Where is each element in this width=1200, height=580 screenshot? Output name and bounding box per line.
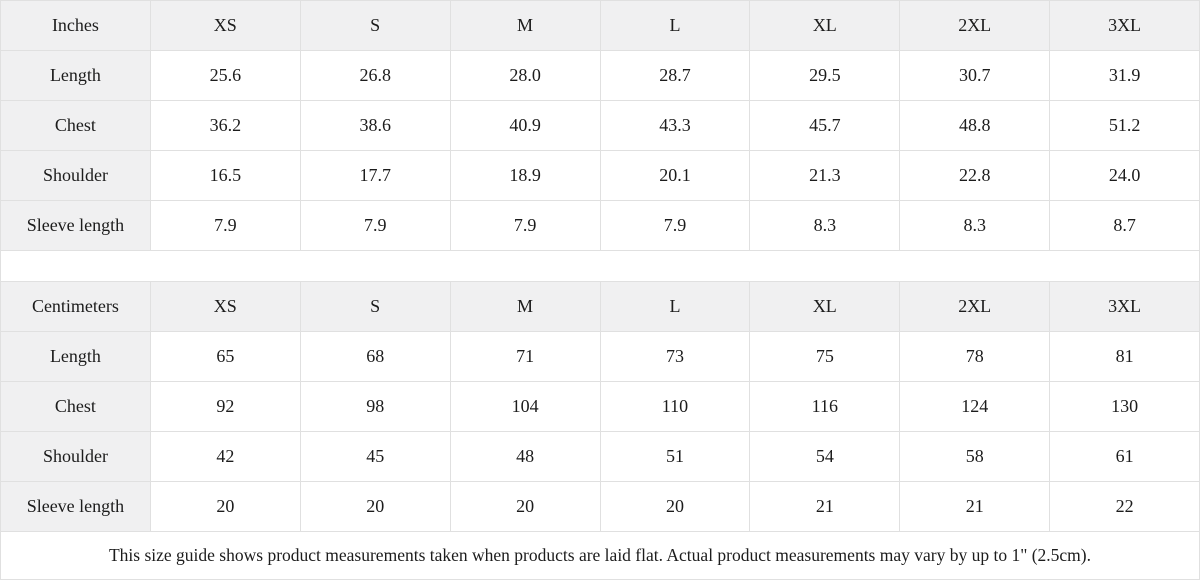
value-cell: 104: [449, 381, 601, 432]
size-header-3xl: 3XL: [1049, 0, 1200, 51]
value-cell: 43.3: [599, 100, 751, 151]
value-cell: 45.7: [749, 100, 901, 151]
value-cell: 78: [899, 331, 1051, 382]
value-cell: 40.9: [449, 100, 601, 151]
value-cell: 28.7: [599, 50, 751, 101]
value-cell: 24.0: [1049, 150, 1200, 201]
size-header-2xl: 2XL: [899, 0, 1051, 51]
value-cell: 36.2: [149, 100, 301, 151]
value-cell: 98: [299, 381, 451, 432]
table-row-inches-shoulder: Shoulder 16.5 17.7 18.9 20.1 21.3 22.8 2…: [0, 150, 1200, 201]
value-cell: 130: [1049, 381, 1200, 432]
inches-header-row: Inches XS S M L XL 2XL 3XL: [0, 0, 1200, 51]
value-cell: 61: [1049, 431, 1200, 482]
row-label: Length: [0, 50, 151, 101]
value-cell: 7.9: [449, 200, 601, 251]
table-row-cm-length: Length 65 68 71 73 75 78 81: [0, 331, 1200, 382]
value-cell: 58: [899, 431, 1051, 482]
table-row-inches-sleeve: Sleeve length 7.9 7.9 7.9 7.9 8.3 8.3 8.…: [0, 200, 1200, 251]
value-cell: 16.5: [149, 150, 301, 201]
value-cell: 38.6: [299, 100, 451, 151]
value-cell: 22: [1049, 481, 1200, 532]
value-cell: 51.2: [1049, 100, 1200, 151]
size-header-m: M: [449, 281, 601, 332]
value-cell: 22.8: [899, 150, 1051, 201]
value-cell: 68: [299, 331, 451, 382]
value-cell: 20: [449, 481, 601, 532]
value-cell: 45: [299, 431, 451, 482]
row-label: Chest: [0, 100, 151, 151]
size-header-2xl: 2XL: [899, 281, 1051, 332]
value-cell: 7.9: [299, 200, 451, 251]
value-cell: 7.9: [599, 200, 751, 251]
value-cell: 81: [1049, 331, 1200, 382]
footer-row: This size guide shows product measuremen…: [0, 531, 1200, 580]
size-header-xs: XS: [149, 281, 301, 332]
size-header-s: S: [299, 0, 451, 51]
value-cell: 51: [599, 431, 751, 482]
row-label: Shoulder: [0, 150, 151, 201]
value-cell: 25.6: [149, 50, 301, 101]
value-cell: 48: [449, 431, 601, 482]
table-row-inches-length: Length 25.6 26.8 28.0 28.7 29.5 30.7 31.…: [0, 50, 1200, 101]
value-cell: 20: [599, 481, 751, 532]
value-cell: 71: [449, 331, 601, 382]
value-cell: 73: [599, 331, 751, 382]
value-cell: 21.3: [749, 150, 901, 201]
table-row-cm-sleeve: Sleeve length 20 20 20 20 21 21 22: [0, 481, 1200, 532]
value-cell: 31.9: [1049, 50, 1200, 101]
size-header-xs: XS: [149, 0, 301, 51]
value-cell: 92: [149, 381, 301, 432]
row-label: Chest: [0, 381, 151, 432]
value-cell: 8.3: [899, 200, 1051, 251]
centimeters-header-row: Centimeters XS S M L XL 2XL 3XL: [0, 281, 1200, 332]
size-header-m: M: [449, 0, 601, 51]
value-cell: 21: [749, 481, 901, 532]
value-cell: 28.0: [449, 50, 601, 101]
value-cell: 42: [149, 431, 301, 482]
row-label: Sleeve length: [0, 200, 151, 251]
size-header-l: L: [599, 0, 751, 51]
value-cell: 29.5: [749, 50, 901, 101]
size-header-xl: XL: [749, 281, 901, 332]
value-cell: 17.7: [299, 150, 451, 201]
value-cell: 26.8: [299, 50, 451, 101]
value-cell: 65: [149, 331, 301, 382]
row-label: Length: [0, 331, 151, 382]
table-row-inches-chest: Chest 36.2 38.6 40.9 43.3 45.7 48.8 51.2: [0, 100, 1200, 151]
unit-header-inches: Inches: [0, 0, 151, 51]
value-cell: 20.1: [599, 150, 751, 201]
value-cell: 21: [899, 481, 1051, 532]
value-cell: 8.3: [749, 200, 901, 251]
row-label: Shoulder: [0, 431, 151, 482]
value-cell: 20: [149, 481, 301, 532]
value-cell: 54: [749, 431, 901, 482]
value-cell: 124: [899, 381, 1051, 432]
size-guide-note: This size guide shows product measuremen…: [0, 531, 1200, 580]
size-header-3xl: 3XL: [1049, 281, 1200, 332]
value-cell: 116: [749, 381, 901, 432]
spacer-row: [0, 250, 1200, 282]
value-cell: 110: [599, 381, 751, 432]
spacer-cell: [0, 250, 1200, 282]
value-cell: 20: [299, 481, 451, 532]
row-label: Sleeve length: [0, 481, 151, 532]
value-cell: 18.9: [449, 150, 601, 201]
size-header-l: L: [599, 281, 751, 332]
value-cell: 8.7: [1049, 200, 1200, 251]
table-row-cm-chest: Chest 92 98 104 110 116 124 130: [0, 381, 1200, 432]
value-cell: 48.8: [899, 100, 1051, 151]
value-cell: 75: [749, 331, 901, 382]
value-cell: 30.7: [899, 50, 1051, 101]
unit-header-centimeters: Centimeters: [0, 281, 151, 332]
size-header-s: S: [299, 281, 451, 332]
value-cell: 7.9: [149, 200, 301, 251]
table-row-cm-shoulder: Shoulder 42 45 48 51 54 58 61: [0, 431, 1200, 482]
size-header-xl: XL: [749, 0, 901, 51]
